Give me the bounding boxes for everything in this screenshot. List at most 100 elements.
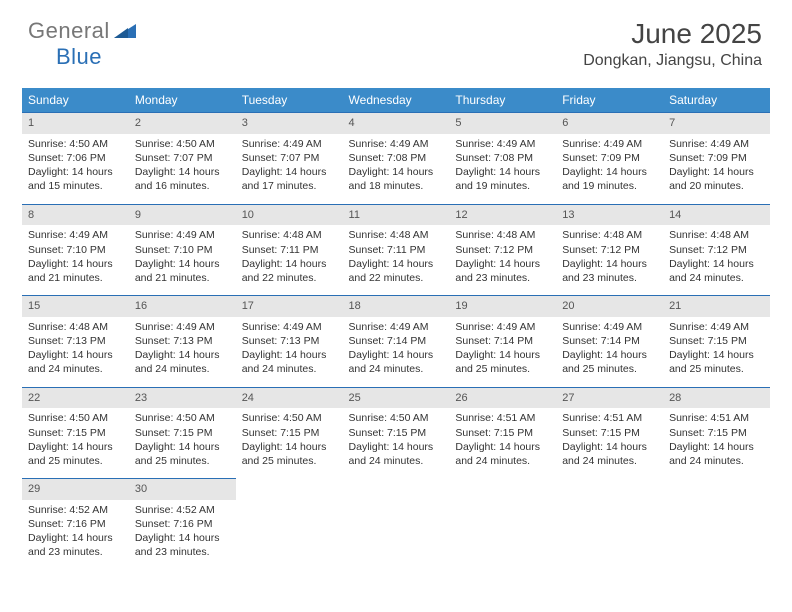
daylight-line: Daylight: 14 hours and 22 minutes. xyxy=(242,257,337,285)
weekday-header-row: Sunday Monday Tuesday Wednesday Thursday… xyxy=(22,88,770,113)
daylight-line: Daylight: 14 hours and 25 minutes. xyxy=(135,440,230,468)
day-number-cell: 28 xyxy=(663,387,770,408)
day-detail-row: Sunrise: 4:52 AMSunset: 7:16 PMDaylight:… xyxy=(22,500,770,570)
day-detail-row: Sunrise: 4:50 AMSunset: 7:06 PMDaylight:… xyxy=(22,134,770,204)
daylight-line: Daylight: 14 hours and 21 minutes. xyxy=(28,257,123,285)
day-detail-cell: Sunrise: 4:49 AMSunset: 7:07 PMDaylight:… xyxy=(236,134,343,204)
day-detail-cell: Sunrise: 4:48 AMSunset: 7:11 PMDaylight:… xyxy=(236,225,343,295)
day-number-cell: 2 xyxy=(129,113,236,134)
logo-word-1: General xyxy=(28,18,110,43)
weekday-header: Saturday xyxy=(663,88,770,113)
sunset-line: Sunset: 7:08 PM xyxy=(349,151,444,165)
calendar-table: Sunday Monday Tuesday Wednesday Thursday… xyxy=(22,88,770,570)
day-detail-cell: Sunrise: 4:50 AMSunset: 7:15 PMDaylight:… xyxy=(236,408,343,478)
daylight-line: Daylight: 14 hours and 25 minutes. xyxy=(562,348,657,376)
day-number-cell: 17 xyxy=(236,296,343,317)
sunset-line: Sunset: 7:14 PM xyxy=(349,334,444,348)
sunrise-line: Sunrise: 4:48 AM xyxy=(242,228,337,242)
sunrise-line: Sunrise: 4:50 AM xyxy=(242,411,337,425)
sunset-line: Sunset: 7:08 PM xyxy=(455,151,550,165)
sunrise-line: Sunrise: 4:51 AM xyxy=(562,411,657,425)
day-number-cell: 11 xyxy=(343,204,450,225)
day-detail-cell xyxy=(663,500,770,570)
day-detail-cell: Sunrise: 4:48 AMSunset: 7:12 PMDaylight:… xyxy=(556,225,663,295)
day-number-cell: 12 xyxy=(449,204,556,225)
day-detail-cell: Sunrise: 4:49 AMSunset: 7:14 PMDaylight:… xyxy=(556,317,663,387)
sunset-line: Sunset: 7:11 PM xyxy=(349,243,444,257)
day-detail-cell: Sunrise: 4:49 AMSunset: 7:14 PMDaylight:… xyxy=(343,317,450,387)
day-number-row: 1234567 xyxy=(22,113,770,134)
day-detail-cell: Sunrise: 4:49 AMSunset: 7:09 PMDaylight:… xyxy=(663,134,770,204)
day-number-cell: 22 xyxy=(22,387,129,408)
sunrise-line: Sunrise: 4:49 AM xyxy=(28,228,123,242)
day-number-cell: 5 xyxy=(449,113,556,134)
daylight-line: Daylight: 14 hours and 16 minutes. xyxy=(135,165,230,193)
day-detail-cell: Sunrise: 4:50 AMSunset: 7:06 PMDaylight:… xyxy=(22,134,129,204)
day-detail-cell: Sunrise: 4:49 AMSunset: 7:13 PMDaylight:… xyxy=(236,317,343,387)
day-number-cell: 26 xyxy=(449,387,556,408)
day-detail-cell: Sunrise: 4:48 AMSunset: 7:12 PMDaylight:… xyxy=(449,225,556,295)
daylight-line: Daylight: 14 hours and 24 minutes. xyxy=(562,440,657,468)
sunrise-line: Sunrise: 4:50 AM xyxy=(28,411,123,425)
sunrise-line: Sunrise: 4:49 AM xyxy=(135,320,230,334)
day-detail-cell: Sunrise: 4:49 AMSunset: 7:09 PMDaylight:… xyxy=(556,134,663,204)
sunset-line: Sunset: 7:15 PM xyxy=(455,426,550,440)
day-detail-cell: Sunrise: 4:48 AMSunset: 7:12 PMDaylight:… xyxy=(663,225,770,295)
day-detail-cell: Sunrise: 4:52 AMSunset: 7:16 PMDaylight:… xyxy=(129,500,236,570)
sunrise-line: Sunrise: 4:49 AM xyxy=(455,137,550,151)
daylight-line: Daylight: 14 hours and 24 minutes. xyxy=(349,348,444,376)
daylight-line: Daylight: 14 hours and 17 minutes. xyxy=(242,165,337,193)
daylight-line: Daylight: 14 hours and 24 minutes. xyxy=(28,348,123,376)
day-number-cell: 1 xyxy=(22,113,129,134)
day-detail-cell: Sunrise: 4:51 AMSunset: 7:15 PMDaylight:… xyxy=(449,408,556,478)
sunrise-line: Sunrise: 4:52 AM xyxy=(28,503,123,517)
logo-text: General Blue xyxy=(28,18,136,70)
daylight-line: Daylight: 14 hours and 19 minutes. xyxy=(455,165,550,193)
daylight-line: Daylight: 14 hours and 23 minutes. xyxy=(455,257,550,285)
day-detail-cell: Sunrise: 4:50 AMSunset: 7:15 PMDaylight:… xyxy=(22,408,129,478)
day-number-cell: 30 xyxy=(129,479,236,500)
daylight-line: Daylight: 14 hours and 24 minutes. xyxy=(135,348,230,376)
sunset-line: Sunset: 7:12 PM xyxy=(669,243,764,257)
sunrise-line: Sunrise: 4:49 AM xyxy=(562,320,657,334)
sunrise-line: Sunrise: 4:52 AM xyxy=(135,503,230,517)
daylight-line: Daylight: 14 hours and 25 minutes. xyxy=(242,440,337,468)
daylight-line: Daylight: 14 hours and 24 minutes. xyxy=(242,348,337,376)
day-number-cell: 4 xyxy=(343,113,450,134)
sunset-line: Sunset: 7:15 PM xyxy=(669,426,764,440)
day-detail-cell: Sunrise: 4:49 AMSunset: 7:10 PMDaylight:… xyxy=(22,225,129,295)
sunrise-line: Sunrise: 4:49 AM xyxy=(242,137,337,151)
brand-logo: General Blue xyxy=(28,18,136,70)
day-detail-cell: Sunrise: 4:49 AMSunset: 7:14 PMDaylight:… xyxy=(449,317,556,387)
day-detail-cell: Sunrise: 4:50 AMSunset: 7:07 PMDaylight:… xyxy=(129,134,236,204)
day-detail-cell: Sunrise: 4:49 AMSunset: 7:08 PMDaylight:… xyxy=(343,134,450,204)
day-number-cell: 15 xyxy=(22,296,129,317)
day-detail-cell xyxy=(343,500,450,570)
daylight-line: Daylight: 14 hours and 24 minutes. xyxy=(455,440,550,468)
sunrise-line: Sunrise: 4:48 AM xyxy=(562,228,657,242)
weekday-header: Friday xyxy=(556,88,663,113)
day-number-cell: 10 xyxy=(236,204,343,225)
daylight-line: Daylight: 14 hours and 15 minutes. xyxy=(28,165,123,193)
sunset-line: Sunset: 7:14 PM xyxy=(455,334,550,348)
sunset-line: Sunset: 7:15 PM xyxy=(28,426,123,440)
day-detail-row: Sunrise: 4:49 AM Sunset: 7:10 PM Daylight:… xyxy=(22,225,770,295)
weekday-header: Thursday xyxy=(449,88,556,113)
daylight-line: Daylight: 14 hours and 25 minutes. xyxy=(28,440,123,468)
sunset-line: Sunset: 7:09 PM xyxy=(562,151,657,165)
sunset-line: Sunset: 7:09 PM xyxy=(669,151,764,165)
sunset-line: Sunset: 7:15 PM xyxy=(349,426,444,440)
day-number-cell: 8 xyxy=(22,204,129,225)
daylight-line: Daylight: 14 hours and 24 minutes. xyxy=(669,257,764,285)
day-detail-cell xyxy=(449,500,556,570)
day-number-cell: 7 xyxy=(663,113,770,134)
sunrise-line: Sunrise: 4:48 AM xyxy=(669,228,764,242)
daylight-line: Daylight: 14 hours and 19 minutes. xyxy=(562,165,657,193)
day-detail-cell: Sunrise: 4:51 AMSunset: 7:15 PMDaylight:… xyxy=(556,408,663,478)
sunrise-line: Sunrise: 4:49 AM xyxy=(455,320,550,334)
day-detail-cell: Sunrise: 4:49 AMSunset: 7:10 PMDaylight:… xyxy=(129,225,236,295)
calendar-page: General Blue June 2025 Dongkan, Jiangsu,… xyxy=(0,0,792,612)
sunset-line: Sunset: 7:13 PM xyxy=(135,334,230,348)
sunrise-line: Sunrise: 4:49 AM xyxy=(349,320,444,334)
sunset-line: Sunset: 7:10 PM xyxy=(135,243,230,257)
